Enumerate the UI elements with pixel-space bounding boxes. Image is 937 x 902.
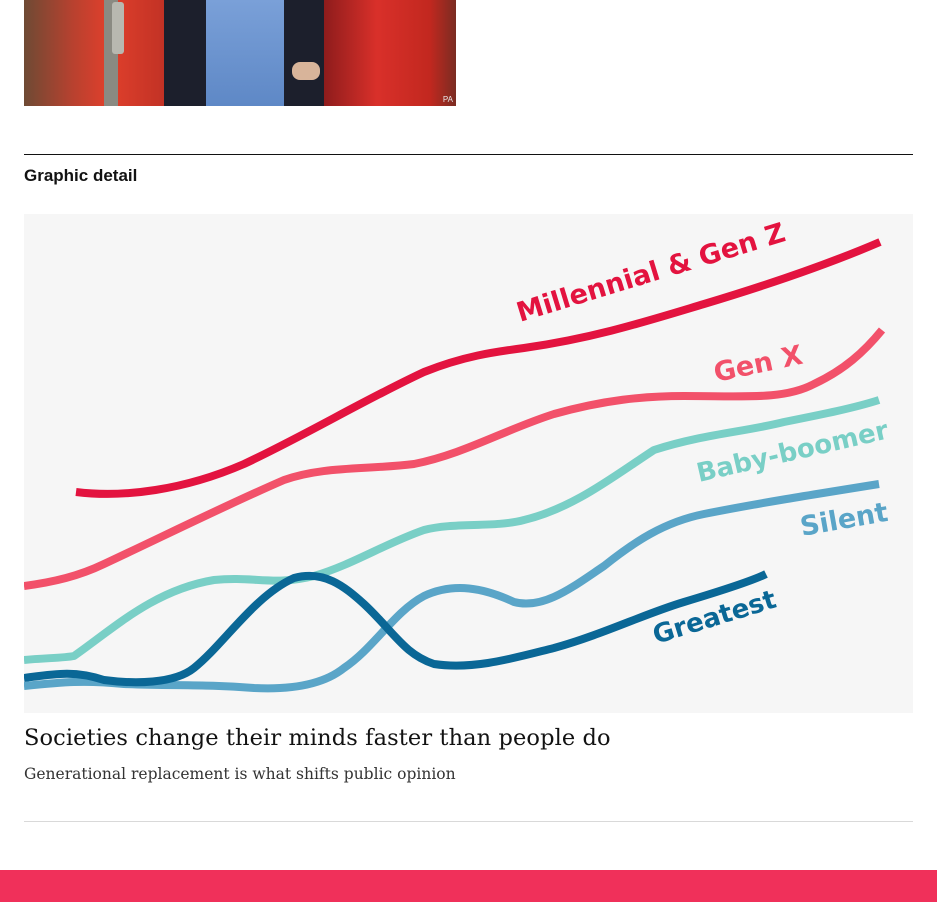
series-label-1: Gen X	[711, 340, 806, 389]
series-line-1	[24, 327, 886, 590]
series-line-3	[24, 480, 880, 693]
article-divider	[24, 821, 913, 822]
footer-accent-bar	[0, 870, 937, 902]
article-photo[interactable]: PA	[24, 0, 456, 106]
series-label-3: Silent	[798, 497, 891, 543]
section-label[interactable]: Graphic detail	[24, 166, 138, 185]
photo-door-right	[324, 0, 456, 106]
photo-door-left	[24, 0, 164, 106]
series-label-2: Baby-boomer	[694, 416, 892, 489]
photo-shirt	[206, 0, 284, 106]
article-subhead: Generational replacement is what shifts …	[24, 765, 456, 783]
series-line-0	[75, 238, 882, 498]
series-label-0: Millennial & Gen Z	[513, 217, 789, 328]
series-line-2	[24, 396, 881, 664]
photo-credit: PA	[442, 95, 453, 104]
photo-hand	[292, 62, 320, 80]
generations-chart: Millennial & Gen Z Gen X Baby-boomer Silent…	[24, 217, 892, 693]
article-headline[interactable]: Societies change their minds faster than…	[24, 725, 611, 751]
photo-door-lock	[112, 2, 124, 54]
chart-card[interactable]: Millennial & Gen Z Gen X Baby-boomer Silent…	[24, 214, 913, 713]
section-divider	[24, 154, 913, 155]
series-line-4	[24, 570, 768, 687]
